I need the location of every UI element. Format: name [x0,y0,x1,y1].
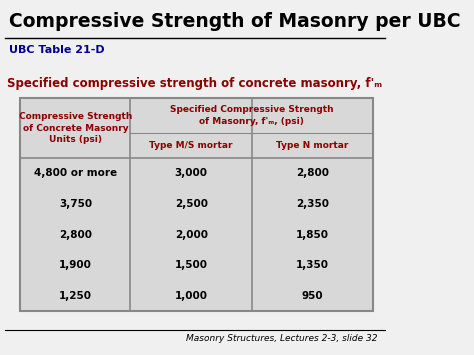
Text: Type N mortar: Type N mortar [276,141,349,150]
FancyBboxPatch shape [20,98,374,311]
Text: Compressive Strength of Masonry per UBC: Compressive Strength of Masonry per UBC [9,12,461,31]
Text: 3,750: 3,750 [59,199,92,209]
Text: 3,000: 3,000 [175,169,208,179]
Text: UBC Table 21-D: UBC Table 21-D [9,45,105,55]
Text: 2,500: 2,500 [175,199,208,209]
Text: 950: 950 [302,291,323,301]
Text: Specified compressive strength of concrete masonry, f'ₘ: Specified compressive strength of concre… [8,77,383,90]
Text: 1,350: 1,350 [296,260,329,271]
Text: 1,500: 1,500 [175,260,208,271]
Text: Type M/S mortar: Type M/S mortar [149,141,233,150]
Text: 2,000: 2,000 [175,230,208,240]
Text: 1,000: 1,000 [175,291,208,301]
Text: 1,250: 1,250 [59,291,92,301]
Text: 1,900: 1,900 [59,260,92,271]
Text: Specified Compressive Strength
of Masonry, f'ₘ, (psi): Specified Compressive Strength of Masonr… [170,105,334,126]
Text: 2,350: 2,350 [296,199,329,209]
Text: 1,850: 1,850 [296,230,329,240]
Text: 4,800 or more: 4,800 or more [34,169,117,179]
Text: 2,800: 2,800 [59,230,92,240]
Text: Masonry Structures, Lectures 2-3, slide 32: Masonry Structures, Lectures 2-3, slide … [186,334,377,343]
Text: 2,800: 2,800 [296,169,329,179]
Text: Compressive Strength
of Concrete Masonry
Units (psi): Compressive Strength of Concrete Masonry… [19,112,132,144]
